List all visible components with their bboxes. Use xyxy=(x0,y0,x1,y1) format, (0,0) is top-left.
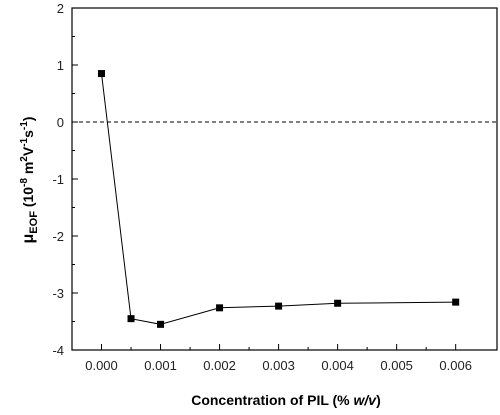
plot-frame xyxy=(71,7,498,351)
x-tick-label: 0.004 xyxy=(321,358,354,373)
x-tick-label: 0.006 xyxy=(439,358,472,373)
y-axis-sub: EOF xyxy=(28,211,40,234)
y-axis-title: μEOF (10-8 m2V-1s-1) xyxy=(19,117,40,244)
y-tick-label: 1 xyxy=(57,58,64,73)
y-axis-m-exp: 2 xyxy=(19,156,30,162)
data-point-marker xyxy=(216,304,224,312)
y-axis-v-exp: -1 xyxy=(19,137,30,146)
x-tick-label: 0.003 xyxy=(262,358,295,373)
x-axis-title-before: Concentration of PIL (% xyxy=(191,392,353,408)
y-tick-label: -2 xyxy=(52,229,64,244)
series-group xyxy=(98,70,460,328)
y-axis-mu: μ xyxy=(20,234,37,244)
x-tick-label: 0.001 xyxy=(144,358,177,373)
y-axis-m: m xyxy=(20,162,36,178)
y-tick-label: -4 xyxy=(52,343,64,358)
data-point-marker xyxy=(334,299,342,307)
y-axis-s: s xyxy=(20,130,36,138)
data-point-marker xyxy=(127,315,135,323)
y-axis-open: (10 xyxy=(20,187,36,211)
x-axis-title-italic: w/v xyxy=(354,392,378,408)
series-line xyxy=(101,73,456,325)
y-tick-label: 2 xyxy=(57,1,64,16)
data-point-marker xyxy=(275,302,283,310)
data-point-marker xyxy=(452,298,460,306)
y-ticks: 2 1 0 -1 -2 -3 -4 xyxy=(52,1,78,358)
x-axis-title: Concentration of PIL (% w/v) xyxy=(191,392,381,408)
data-point-marker xyxy=(157,320,165,328)
y-tick-label: 0 xyxy=(57,115,64,130)
plot-border xyxy=(71,7,498,351)
y-axis-exp: -8 xyxy=(19,178,30,187)
x-axis-title-after: ) xyxy=(376,392,381,408)
y-axis-s-exp: -1 xyxy=(19,121,30,130)
data-point-marker xyxy=(98,70,106,78)
y-tick-label: -1 xyxy=(52,172,64,187)
x-ticks: 0.000 0.001 0.002 0.003 0.004 0.005 0.006 xyxy=(85,344,472,373)
y-axis-v: V xyxy=(20,146,36,156)
x-tick-label: 0.005 xyxy=(380,358,413,373)
y-tick-label: -3 xyxy=(52,286,64,301)
y-axis-close: ) xyxy=(20,117,36,122)
x-tick-label: 0.002 xyxy=(203,358,236,373)
x-tick-label: 0.000 xyxy=(85,358,118,373)
